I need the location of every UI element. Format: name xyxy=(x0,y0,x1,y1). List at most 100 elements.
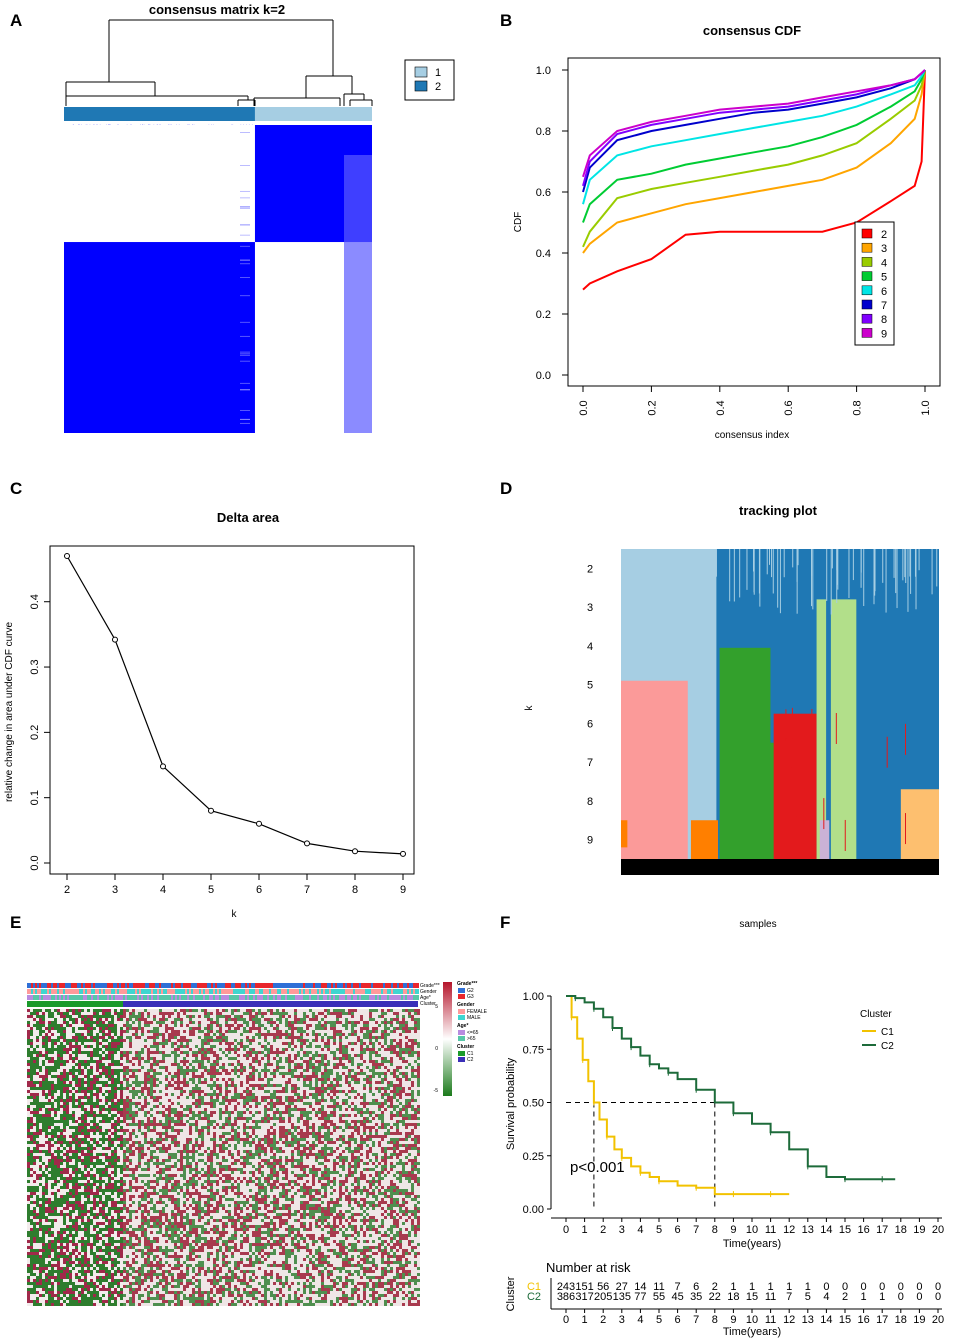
delta-y-tick-label: 0.3 xyxy=(29,659,41,674)
delta-x-tick-label: 3 xyxy=(112,884,118,896)
heatmap-cell xyxy=(393,1027,396,1030)
heatmap-cell xyxy=(57,1075,60,1078)
heatmap-cell xyxy=(27,1075,30,1078)
heatmap-cell xyxy=(210,1090,213,1093)
heatmap-cell xyxy=(252,1027,255,1030)
heatmap-cell xyxy=(168,1054,171,1057)
heatmap-cell xyxy=(405,1063,408,1066)
heatmap-cell xyxy=(132,1057,135,1060)
heatmap-cell xyxy=(306,1078,309,1081)
heatmap-cell xyxy=(186,1075,189,1078)
heatmap-cell xyxy=(168,1075,171,1078)
heatmap-cell xyxy=(132,1033,135,1036)
heatmap-cell xyxy=(228,1060,231,1063)
heatmap-cell xyxy=(84,1072,87,1075)
heatmap-cell xyxy=(321,1051,324,1054)
heatmap-cell xyxy=(105,1066,108,1069)
legend-box xyxy=(404,59,455,101)
heatmap-cell xyxy=(417,1042,420,1045)
heatmap-cell xyxy=(306,1012,309,1015)
annotation-cell xyxy=(259,983,261,988)
annotation-cell xyxy=(121,995,123,1000)
heatmap-cell xyxy=(36,1054,39,1057)
heatmap-cell xyxy=(324,1042,327,1045)
heatmap-cell xyxy=(306,1087,309,1090)
heatmap-cell xyxy=(180,1072,183,1075)
heatmap-cell xyxy=(255,1090,258,1093)
heatmap-cell xyxy=(315,1075,318,1078)
heatmap-cell xyxy=(162,1045,165,1048)
heatmap-cell xyxy=(237,1081,240,1084)
heatmap-cell xyxy=(381,1099,384,1102)
heatmap-cell xyxy=(270,1042,273,1045)
heatmap-cell xyxy=(27,1039,30,1042)
heatmap-cell xyxy=(279,1036,282,1039)
heatmap-cell xyxy=(303,1033,306,1036)
heatmap-cell xyxy=(222,1051,225,1054)
heatmap-cell xyxy=(339,1078,342,1081)
heatmap-cell xyxy=(243,1069,246,1072)
heatmap-cell xyxy=(216,1069,219,1072)
heatmap-cell xyxy=(168,1051,171,1054)
heatmap-cell xyxy=(318,1057,321,1060)
heatmap-cell xyxy=(108,1090,111,1093)
heatmap-cell xyxy=(324,1096,327,1099)
annotation-cell xyxy=(407,995,409,1000)
heatmap-cell xyxy=(180,1009,183,1012)
heatmap-cell xyxy=(123,1081,126,1084)
heatmap-cell xyxy=(402,1099,405,1102)
heatmap-cell xyxy=(351,1054,354,1057)
heatmap-cell xyxy=(231,1081,234,1084)
heatmap-cell xyxy=(291,1012,294,1015)
annotation-cell xyxy=(57,983,59,988)
heatmap-cell xyxy=(123,1078,126,1081)
heatmap-cell xyxy=(240,1090,243,1093)
heatmap-cell xyxy=(42,1051,45,1054)
annotation-cell xyxy=(147,989,149,994)
heatmap-cell xyxy=(165,1033,168,1036)
annotation-cell xyxy=(385,989,387,994)
heatmap-cell xyxy=(33,1054,36,1057)
heatmap-cell xyxy=(36,1060,39,1063)
heatmap-cell xyxy=(324,1033,327,1036)
heatmap-cell xyxy=(303,1093,306,1096)
heatmap-cell xyxy=(249,1084,252,1087)
heatmap-cell xyxy=(246,1099,249,1102)
heatmap-cell xyxy=(123,1021,126,1024)
heatmap-cell xyxy=(354,1093,357,1096)
annotation-cell xyxy=(293,983,295,988)
heatmap-cell xyxy=(369,1021,372,1024)
heatmap-cell xyxy=(348,1084,351,1087)
heatmap-cell xyxy=(126,1066,129,1069)
heatmap-cell xyxy=(186,1051,189,1054)
annotation-cell xyxy=(215,989,217,994)
heatmap-cell xyxy=(264,1060,267,1063)
heatmap-cell xyxy=(210,1009,213,1012)
heatmap-cell xyxy=(90,1030,93,1033)
heatmap-cell xyxy=(354,1024,357,1027)
heatmap-cell xyxy=(339,1096,342,1099)
heatmap-cell xyxy=(111,1021,114,1024)
annotation-cell xyxy=(99,995,101,1000)
annotation-cell xyxy=(47,989,49,994)
heatmap-cell xyxy=(417,1099,420,1102)
heatmap-cell xyxy=(93,1087,96,1090)
heatmap-cell xyxy=(390,1012,393,1015)
heatmap-cell xyxy=(75,1054,78,1057)
heatmap-cell xyxy=(66,1096,69,1099)
heatmap-cell xyxy=(375,1081,378,1084)
heatmap-cell xyxy=(216,1042,219,1045)
annotation-cell xyxy=(191,995,193,1000)
heatmap-cell xyxy=(141,1057,144,1060)
heatmap-cell xyxy=(102,1066,105,1069)
heatmap-cell xyxy=(57,1048,60,1051)
heatmap-cell xyxy=(315,1093,318,1096)
heatmap-cell xyxy=(381,1078,384,1081)
annotation-cell xyxy=(381,989,383,994)
heatmap-cell xyxy=(132,1063,135,1066)
heatmap-cell xyxy=(138,1057,141,1060)
heatmap-cell xyxy=(390,1075,393,1078)
annotation-cell xyxy=(243,989,245,994)
heatmap-cell xyxy=(93,1027,96,1030)
heatmap-cell xyxy=(138,1078,141,1081)
